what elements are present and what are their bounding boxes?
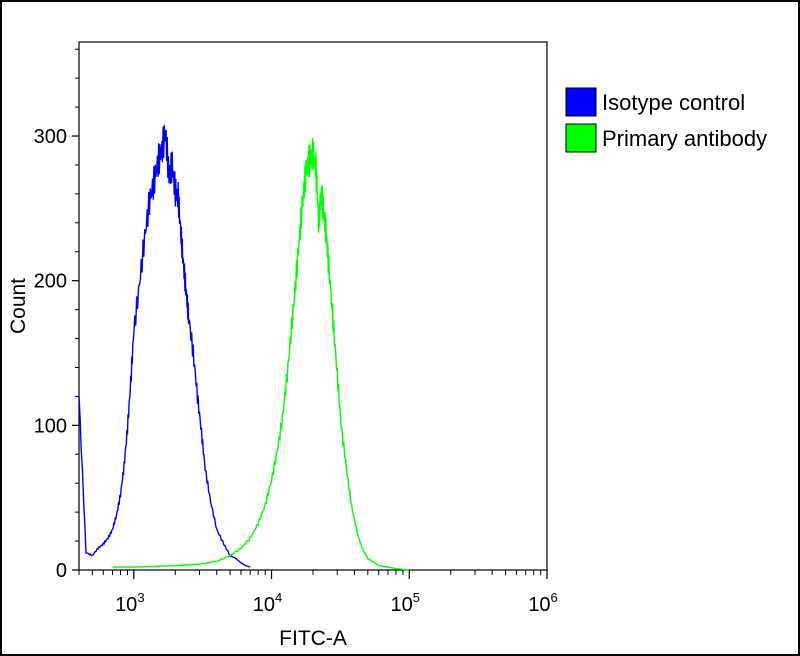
x-tick-label: 105	[391, 590, 420, 616]
y-tick-label: 300	[34, 126, 67, 148]
series-line-isotype-control	[78, 124, 251, 568]
y-tick-label: 100	[34, 415, 67, 437]
y-axis-title: Count	[7, 278, 30, 334]
legend-label-primary-antibody: Primary antibody	[602, 126, 767, 151]
plot-area-border	[78, 41, 548, 571]
series-line-primary-antibody	[112, 137, 410, 571]
y-tick-label: 0	[56, 560, 67, 582]
legend-swatch-primary-antibody	[565, 123, 597, 153]
legend: Isotype control Primary antibody	[565, 87, 767, 153]
legend-swatch-isotype-control	[565, 87, 597, 117]
series-layer	[78, 124, 410, 571]
y-axis: 0 100 200 300	[34, 48, 79, 582]
x-axis-title: FITC-A	[279, 627, 347, 650]
y-tick-label: 200	[34, 271, 67, 293]
x-tick-label: 106	[528, 590, 557, 616]
legend-label-isotype-control: Isotype control	[602, 90, 745, 115]
x-tick-label: 104	[253, 590, 282, 616]
x-axis: 103 104 105 106	[78, 570, 558, 616]
x-tick-label: 103	[115, 590, 144, 616]
